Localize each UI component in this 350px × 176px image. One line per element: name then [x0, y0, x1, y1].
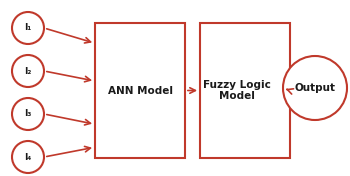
Text: I₃: I₃	[24, 109, 32, 118]
Circle shape	[12, 98, 44, 130]
Bar	[95, 23, 185, 158]
Circle shape	[283, 56, 347, 120]
Text: I₂: I₂	[24, 67, 32, 76]
Text: Fuzzy Logic
Model: Fuzzy Logic Model	[203, 80, 271, 101]
Bar	[200, 23, 290, 158]
Circle shape	[12, 12, 44, 44]
Text: Output: Output	[294, 83, 336, 93]
Text: I₄: I₄	[25, 152, 32, 162]
Text: ANN Model: ANN Model	[107, 86, 173, 96]
Circle shape	[12, 141, 44, 173]
Text: I₁: I₁	[25, 24, 32, 33]
Circle shape	[12, 55, 44, 87]
